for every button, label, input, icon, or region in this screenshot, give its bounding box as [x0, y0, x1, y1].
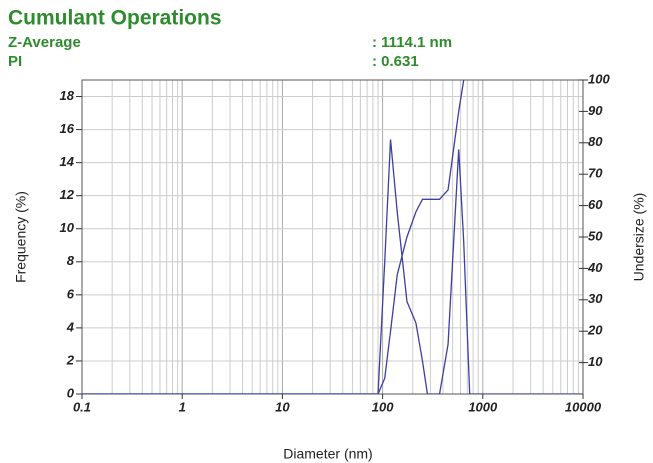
x-tick-label: 1000: [468, 399, 498, 414]
y-tick-label: 8: [67, 253, 75, 268]
chart-title: Cumulant Operations: [8, 7, 222, 30]
y2-tick-label: 20: [587, 323, 603, 338]
plot-frame: [81, 79, 584, 395]
y2-tick-label: 40: [587, 260, 603, 275]
y2-tick-label: 90: [588, 103, 603, 118]
series-line: [82, 139, 583, 394]
y2-tick-label: 30: [588, 291, 603, 306]
x-tick-label: 1: [179, 399, 186, 414]
y2-tick-label: 70: [588, 166, 603, 181]
y-tick-label: 2: [66, 352, 75, 367]
x-tick-label: 10000: [565, 399, 602, 414]
annotation-label: Z-Average: [8, 34, 81, 51]
y2-axis-label: Undersize (%): [631, 193, 647, 282]
x-tick-label: 10: [275, 399, 290, 414]
x-tick-label: 100: [372, 399, 394, 414]
y2-tick-label: 80: [588, 134, 603, 149]
annotation-label: PI: [8, 53, 22, 70]
y2-tick-label: 60: [588, 197, 603, 212]
series-line: [82, 80, 465, 394]
y-tick-label: 0: [67, 385, 75, 400]
x-tick-label: 0.1: [73, 399, 91, 414]
y-tick-label: 12: [60, 187, 75, 202]
y-axis-label: Frequency (%): [13, 191, 29, 283]
y-tick-label: 10: [60, 220, 75, 235]
y2-tick-label: 10: [588, 354, 603, 369]
x-axis-label: Diameter (nm): [283, 446, 372, 462]
y2-tick-label: 50: [588, 228, 603, 243]
annotation-value: : 0.631: [372, 53, 419, 70]
y-tick-label: 6: [67, 286, 75, 301]
y-tick-label: 4: [66, 319, 75, 334]
y2-tick-label: 100: [588, 71, 610, 86]
y-tick-label: 18: [60, 88, 75, 103]
y-tick-label: 14: [60, 154, 75, 169]
annotation-value: : 1114.1 nm: [372, 34, 452, 51]
y-tick-label: 16: [60, 121, 75, 136]
